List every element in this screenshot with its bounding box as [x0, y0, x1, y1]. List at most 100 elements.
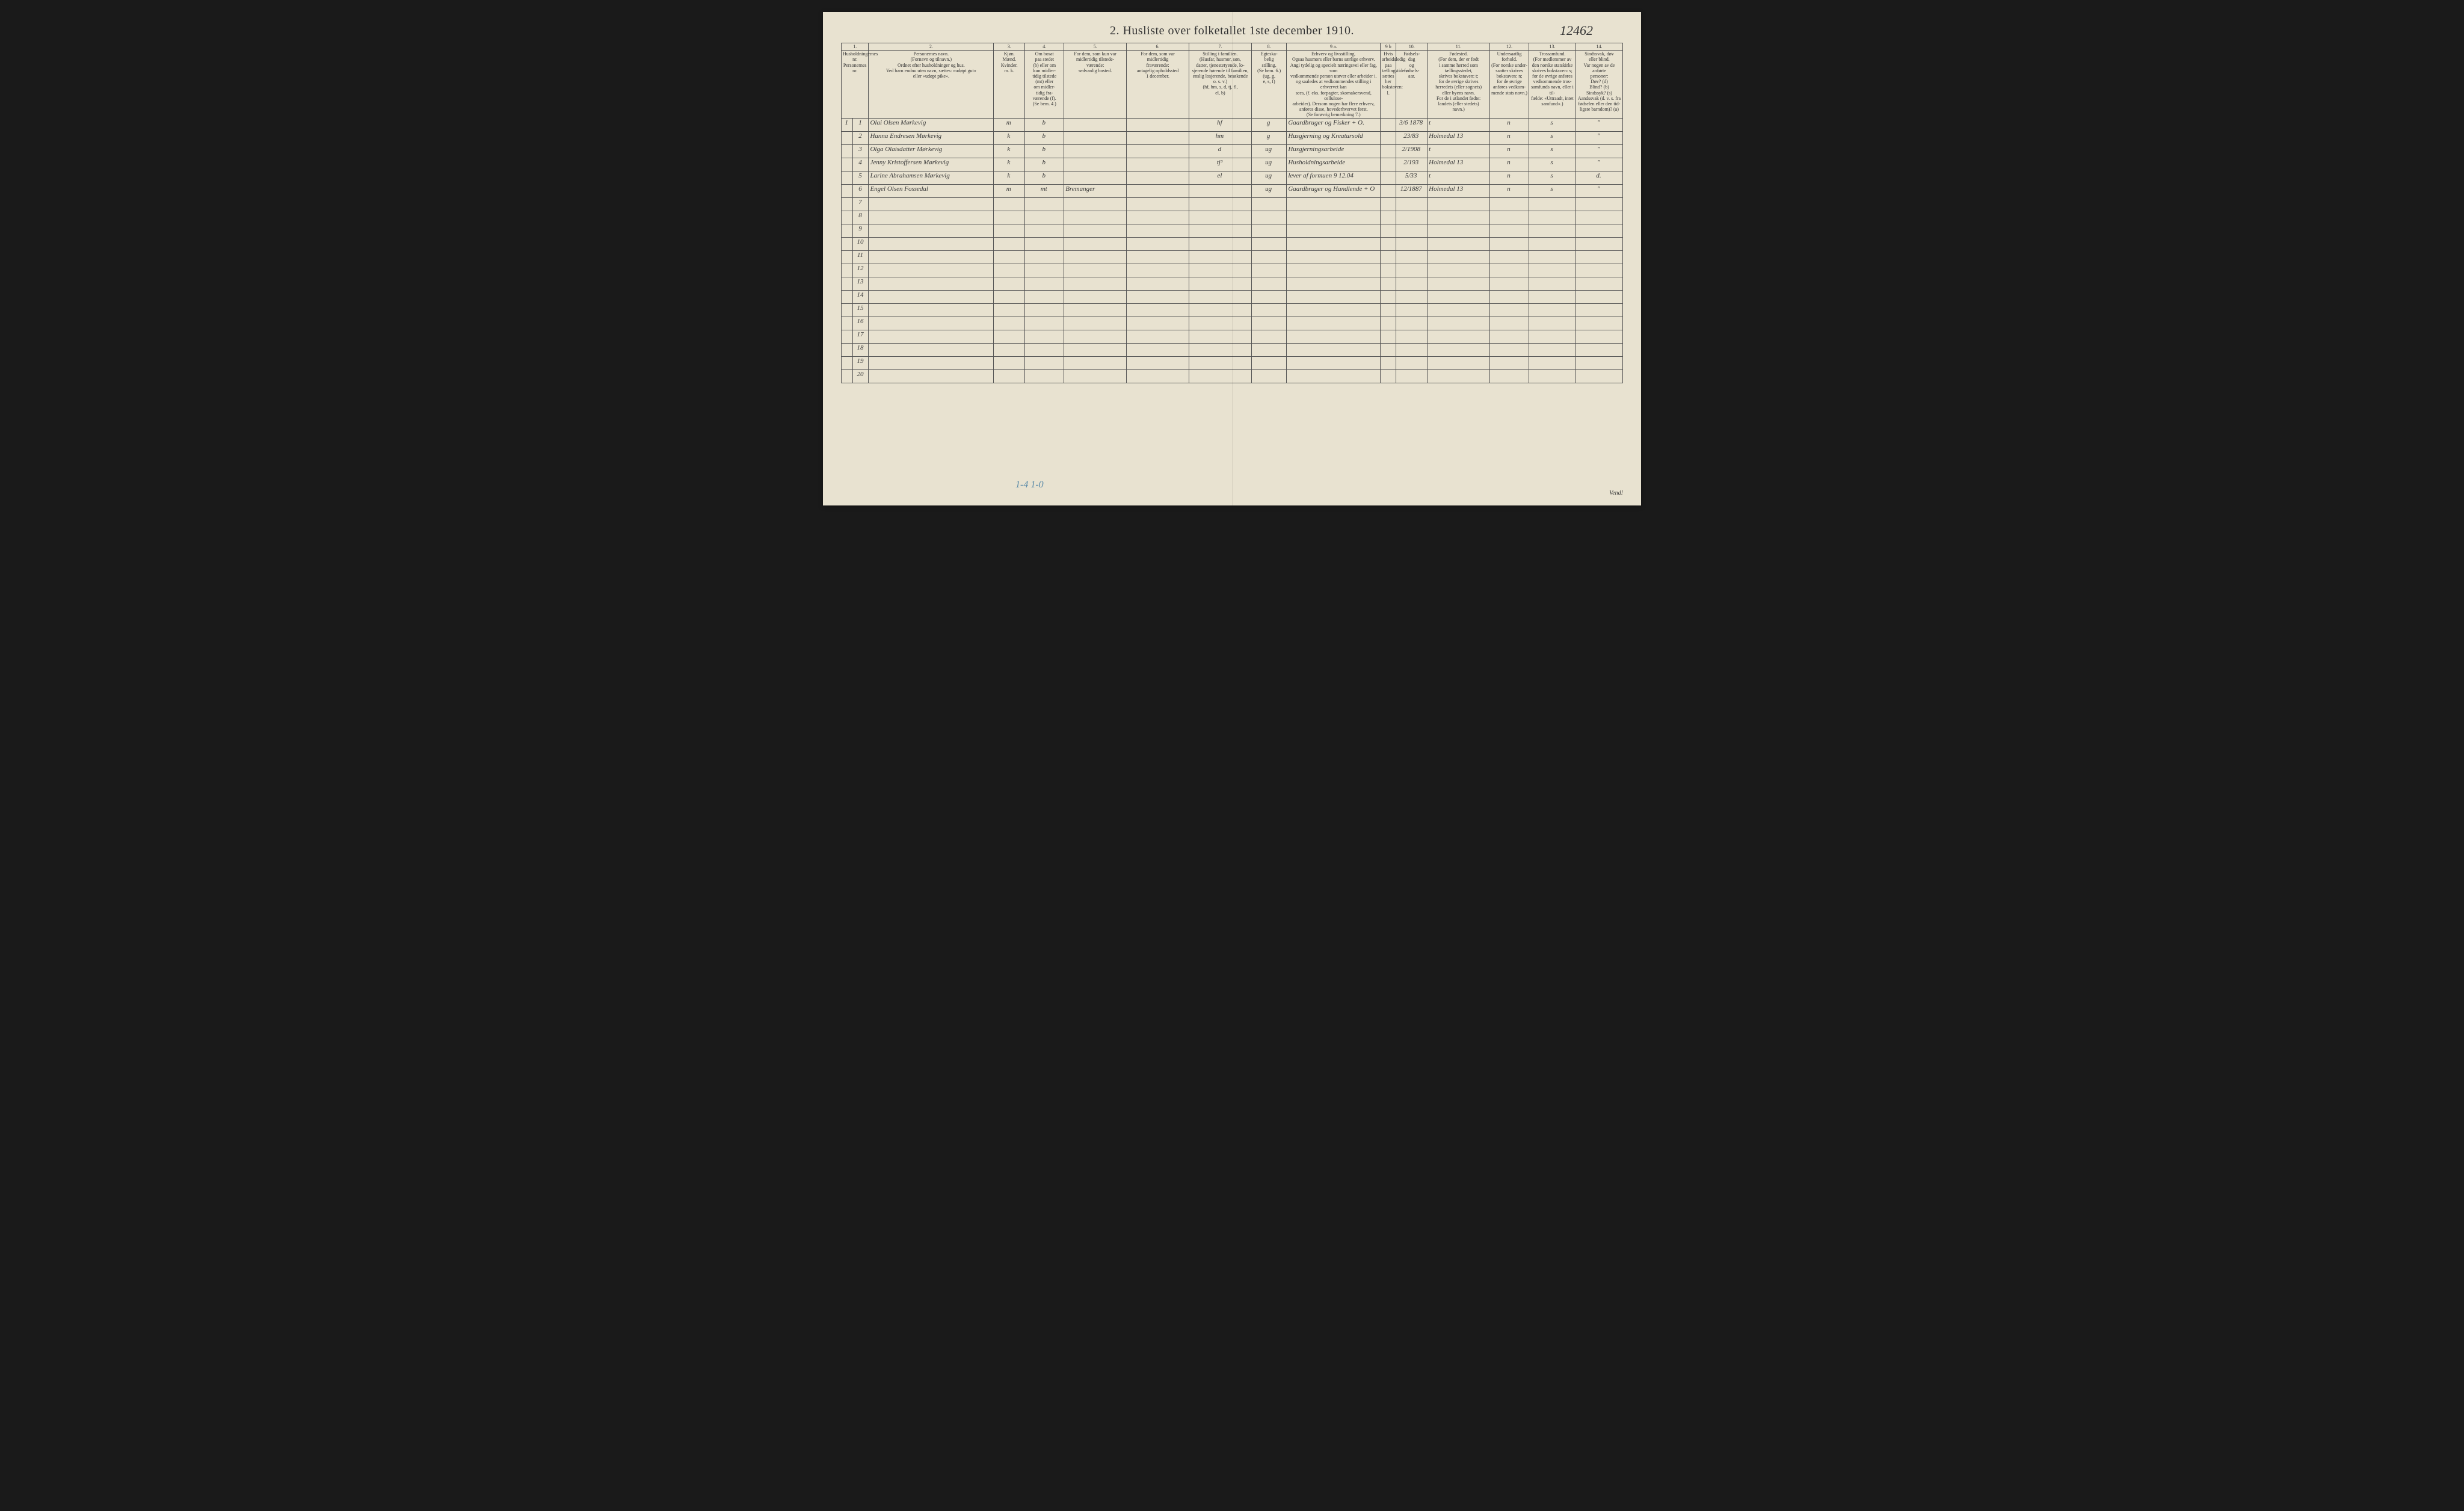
cell-hh [842, 185, 853, 198]
cell-famstill [1189, 224, 1252, 238]
col-header: Hvis arbeidsledig paa tællingstiden sætt… [1381, 51, 1396, 119]
cell-birthplace: t [1428, 119, 1490, 132]
col-header: For dem, som kun var midlertidig tilsted… [1064, 51, 1127, 119]
cell-c6 [1127, 277, 1189, 291]
cell-rel: s [1529, 185, 1576, 198]
cell-sex [994, 224, 1025, 238]
cell-name [869, 211, 994, 224]
cell-name [869, 330, 994, 344]
cell-famstill [1189, 291, 1252, 304]
cell-civ [1251, 277, 1286, 291]
cell-c14 [1575, 211, 1622, 224]
col-header: Om bosat paa stedet (b) eller om kun mid… [1025, 51, 1064, 119]
cell-nat [1490, 251, 1529, 264]
cell-c14: " [1575, 158, 1622, 171]
cell-name [869, 224, 994, 238]
cell-hh [842, 370, 853, 383]
cell-sex [994, 304, 1025, 317]
cell-civ [1251, 344, 1286, 357]
col-number: 1. [842, 43, 869, 51]
cell-famstill [1189, 317, 1252, 330]
cell-rel [1529, 330, 1576, 344]
cell-erhverv [1287, 357, 1381, 370]
cell-sex [994, 198, 1025, 211]
cell-birth [1396, 291, 1428, 304]
cell-c6 [1127, 238, 1189, 251]
col-header: Egteska- belig stilling. (Se bem. 6.) (u… [1251, 51, 1286, 119]
cell-c14 [1575, 317, 1622, 330]
cell-res [1025, 370, 1064, 383]
cell-c9b [1381, 185, 1396, 198]
cell-sex: k [994, 171, 1025, 185]
cell-c6 [1127, 132, 1189, 145]
col-number: 12. [1490, 43, 1529, 51]
cell-res: b [1025, 171, 1064, 185]
cell-c14 [1575, 224, 1622, 238]
cell-c9b [1381, 238, 1396, 251]
cell-c6 [1127, 370, 1189, 383]
col-header: Trossamfund. (For medlemmer av den norsk… [1529, 51, 1576, 119]
cell-c14 [1575, 291, 1622, 304]
cell-c5 [1064, 344, 1127, 357]
cell-nat: n [1490, 145, 1529, 158]
col-number: 2. [869, 43, 994, 51]
cell-birth [1396, 357, 1428, 370]
vendi-label: Vend! [1609, 490, 1623, 496]
cell-rel: s [1529, 171, 1576, 185]
cell-nat [1490, 291, 1529, 304]
cell-res [1025, 304, 1064, 317]
cell-nat [1490, 330, 1529, 344]
cell-c6 [1127, 304, 1189, 317]
cell-rel [1529, 277, 1576, 291]
cell-res: b [1025, 132, 1064, 145]
cell-c9b [1381, 171, 1396, 185]
col-header: Erhverv og livsstilling. Ogsaa husmors e… [1287, 51, 1381, 119]
cell-c5 [1064, 145, 1127, 158]
cell-name [869, 370, 994, 383]
cell-res [1025, 264, 1064, 277]
cell-hh [842, 304, 853, 317]
cell-birth [1396, 304, 1428, 317]
handwritten-page-number: 12462 [1560, 23, 1593, 39]
col-header: Kjøn. Mænd. Kvinder. m. k. [994, 51, 1025, 119]
col-number: 11. [1428, 43, 1490, 51]
cell-c9b [1381, 158, 1396, 171]
cell-birth [1396, 224, 1428, 238]
cell-pn: 18 [853, 344, 869, 357]
cell-pn: 19 [853, 357, 869, 370]
cell-hh: 1 [842, 119, 853, 132]
cell-birth [1396, 211, 1428, 224]
cell-c6 [1127, 264, 1189, 277]
cell-rel [1529, 264, 1576, 277]
cell-c9b [1381, 251, 1396, 264]
cell-c5 [1064, 330, 1127, 344]
cell-rel: s [1529, 158, 1576, 171]
cell-pn: 13 [853, 277, 869, 291]
cell-civ: ug [1251, 185, 1286, 198]
cell-c6 [1127, 224, 1189, 238]
cell-rel [1529, 238, 1576, 251]
cell-hh [842, 330, 853, 344]
cell-c9b [1381, 330, 1396, 344]
cell-civ: ug [1251, 171, 1286, 185]
cell-civ: ug [1251, 145, 1286, 158]
cell-pn: 8 [853, 211, 869, 224]
cell-c9b [1381, 317, 1396, 330]
cell-civ [1251, 198, 1286, 211]
cell-erhverv [1287, 370, 1381, 383]
cell-res [1025, 330, 1064, 344]
cell-c9b [1381, 304, 1396, 317]
cell-name [869, 317, 994, 330]
cell-res: b [1025, 145, 1064, 158]
cell-res: mt [1025, 185, 1064, 198]
cell-name: Hanna Endresen Mørkevig [869, 132, 994, 145]
cell-rel [1529, 224, 1576, 238]
cell-c5 [1064, 238, 1127, 251]
cell-civ [1251, 264, 1286, 277]
cell-hh [842, 224, 853, 238]
cell-c14: d. [1575, 171, 1622, 185]
cell-c9b [1381, 277, 1396, 291]
cell-name [869, 198, 994, 211]
cell-birthplace [1428, 211, 1490, 224]
cell-birth [1396, 317, 1428, 330]
